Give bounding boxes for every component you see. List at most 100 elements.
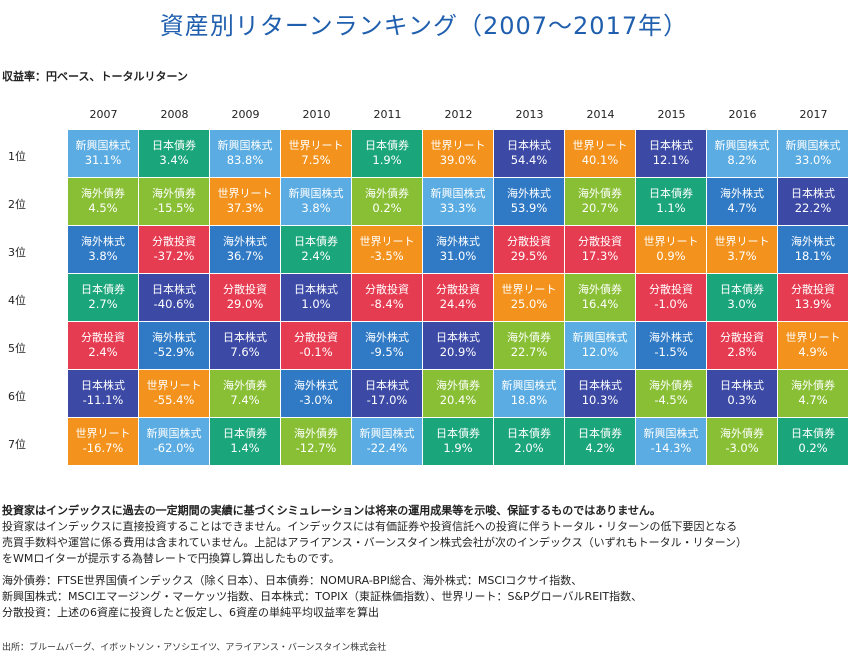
return-value: 3.4%: [159, 153, 189, 167]
return-value: 4.5%: [88, 201, 118, 215]
return-value: 22.2%: [794, 201, 832, 215]
ranking-cell: 日本債券 1.9%: [423, 418, 494, 466]
return-value: 18.8%: [510, 393, 548, 407]
asset-name: 日本債券: [436, 427, 480, 440]
ranking-cell: 日本株式 22.2%: [778, 178, 848, 226]
asset-name: 新興国株式: [146, 427, 202, 440]
return-value: 4.7%: [798, 393, 828, 407]
ranking-cell: 分散投資 2.8%: [707, 322, 778, 370]
asset-name: 日本株式: [791, 187, 835, 200]
asset-name: 海外債券: [223, 379, 267, 392]
index-definition-2: 新興国株式：MSCIエマージング・マーケッツ指数、日本株式：TOPIX（東証株価…: [2, 590, 643, 603]
asset-name: 世界リート: [288, 139, 344, 152]
asset-name: 海外債券: [81, 187, 125, 200]
ranking-cell: 海外債券 -12.7%: [281, 418, 352, 466]
return-value: -4.5%: [654, 393, 688, 407]
asset-name: 世界リート: [146, 379, 202, 392]
year-header: 2008: [160, 108, 189, 121]
return-value: 3.8%: [88, 249, 118, 263]
ranking-cell: 海外債券 16.4%: [565, 274, 636, 322]
return-value: 20.4%: [439, 393, 477, 407]
return-value: 0.2%: [798, 441, 828, 455]
return-value: 25.0%: [510, 297, 548, 311]
return-value: 8.2%: [727, 153, 757, 167]
asset-name: 海外株式: [294, 379, 338, 392]
return-value: 12.0%: [581, 345, 619, 359]
return-value: 29.5%: [510, 249, 548, 263]
ranking-cell: 日本株式 -40.6%: [139, 274, 210, 322]
return-value: 2.4%: [301, 249, 331, 263]
asset-name: 日本債券: [720, 283, 764, 296]
asset-name: 海外株式: [720, 187, 764, 200]
asset-name: 世界リート: [785, 331, 841, 344]
return-value: -14.3%: [650, 441, 692, 455]
return-value: -22.4%: [366, 441, 408, 455]
ranking-cell: 新興国株式 33.3%: [423, 178, 494, 226]
disclaimer-bold: 投資家はインデックスに過去の一定期間の実績に基づくシミュレーションは将来の運用成…: [2, 504, 661, 517]
year-header: 2011: [373, 108, 402, 121]
source-note: 出所：ブルームバーグ、イボットソン・アソシエイツ、アライアンス・バーンスタイン株…: [2, 643, 387, 653]
ranking-cell: 日本債券 1.4%: [210, 418, 281, 466]
ranking-cell: 海外株式 36.7%: [210, 226, 281, 274]
asset-name: 海外株式: [81, 235, 125, 248]
year-header: 2009: [231, 108, 260, 121]
ranking-cell: 世界リート 25.0%: [494, 274, 565, 322]
rank-label: 3位: [8, 246, 26, 259]
ranking-cell: 日本債券 0.2%: [778, 418, 848, 466]
ranking-cell: 日本株式 -11.1%: [68, 370, 139, 418]
year-header: 2017: [799, 108, 828, 121]
asset-name: 日本株式: [294, 283, 338, 296]
asset-name: 海外株式: [223, 235, 267, 248]
asset-name: 日本債券: [365, 139, 409, 152]
asset-name: 日本債券: [791, 427, 835, 440]
asset-name: 海外債券: [152, 187, 196, 200]
asset-name: 新興国株式: [785, 139, 841, 152]
ranking-cell: 新興国株式 18.8%: [494, 370, 565, 418]
asset-name: 新興国株式: [501, 379, 557, 392]
return-value: -9.5%: [370, 345, 404, 359]
ranking-cell: 海外株式 -9.5%: [352, 322, 423, 370]
ranking-cell: 新興国株式 -22.4%: [352, 418, 423, 466]
ranking-cell: 海外株式 -1.5%: [636, 322, 707, 370]
asset-name: 海外株式: [152, 331, 196, 344]
ranking-cell: 日本債券 4.2%: [565, 418, 636, 466]
return-value: 2.7%: [88, 297, 118, 311]
ranking-cell: 海外債券 20.4%: [423, 370, 494, 418]
return-value: 83.8%: [226, 153, 264, 167]
return-value: 31.0%: [439, 249, 477, 263]
asset-name: 日本株式: [436, 331, 480, 344]
return-value: -16.7%: [82, 441, 124, 455]
ranking-cell: 海外債券 20.7%: [565, 178, 636, 226]
ranking-cell: 新興国株式 83.8%: [210, 130, 281, 178]
ranking-cell: 日本債券 2.7%: [68, 274, 139, 322]
return-value: -62.0%: [153, 441, 195, 455]
ranking-cell: 日本株式 1.0%: [281, 274, 352, 322]
return-value: -52.9%: [153, 345, 195, 359]
rank-label: 5位: [8, 342, 26, 355]
year-header: 2007: [89, 108, 118, 121]
return-value: 2.4%: [88, 345, 118, 359]
ranking-cell: 新興国株式 31.1%: [68, 130, 139, 178]
ranking-cell: 分散投資 29.0%: [210, 274, 281, 322]
return-value: 2.0%: [514, 441, 544, 455]
asset-name: 世界リート: [714, 235, 770, 248]
return-value: 0.3%: [727, 393, 757, 407]
ranking-cell: 海外株式 31.0%: [423, 226, 494, 274]
ranking-cell: 海外債券 0.2%: [352, 178, 423, 226]
return-value: -1.0%: [654, 297, 688, 311]
return-value: 20.7%: [581, 201, 619, 215]
asset-name: 新興国株式: [288, 187, 344, 200]
ranking-cell: 海外債券 22.7%: [494, 322, 565, 370]
year-header: 2014: [586, 108, 615, 121]
asset-name: 日本株式: [720, 379, 764, 392]
ranking-cell: 世界リート 4.9%: [778, 322, 848, 370]
ranking-cell: 分散投資 -8.4%: [352, 274, 423, 322]
index-definition-1: 海外債券：FTSE世界国債インデックス（除く日本）、日本債券：NOMURA-BP…: [2, 574, 583, 587]
return-value: 31.1%: [84, 153, 122, 167]
ranking-cell: 日本株式 10.3%: [565, 370, 636, 418]
ranking-cell: 日本債券 3.0%: [707, 274, 778, 322]
ranking-cell: 世界リート 3.7%: [707, 226, 778, 274]
asset-name: 分散投資: [791, 283, 835, 296]
asset-name: 世界リート: [572, 139, 628, 152]
asset-name: 日本株式: [223, 331, 267, 344]
